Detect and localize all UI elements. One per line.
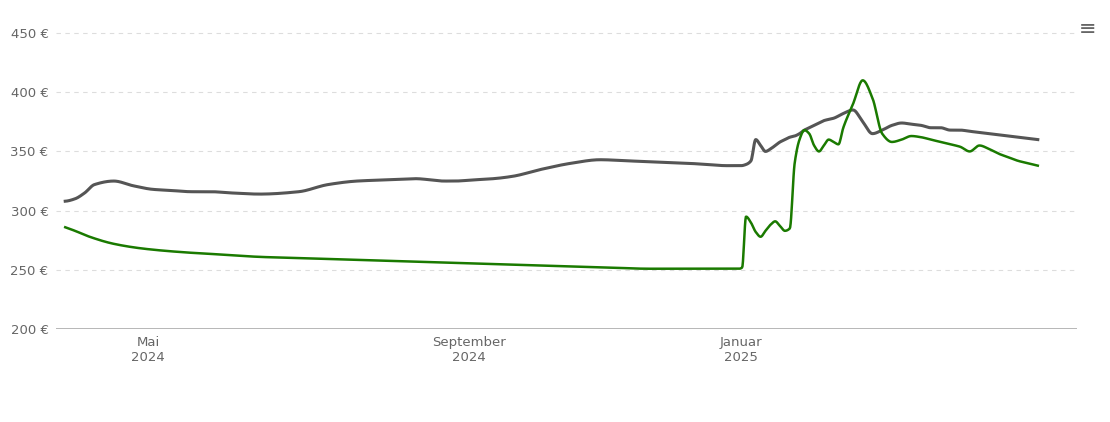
Text: ≡: ≡	[1079, 19, 1097, 39]
